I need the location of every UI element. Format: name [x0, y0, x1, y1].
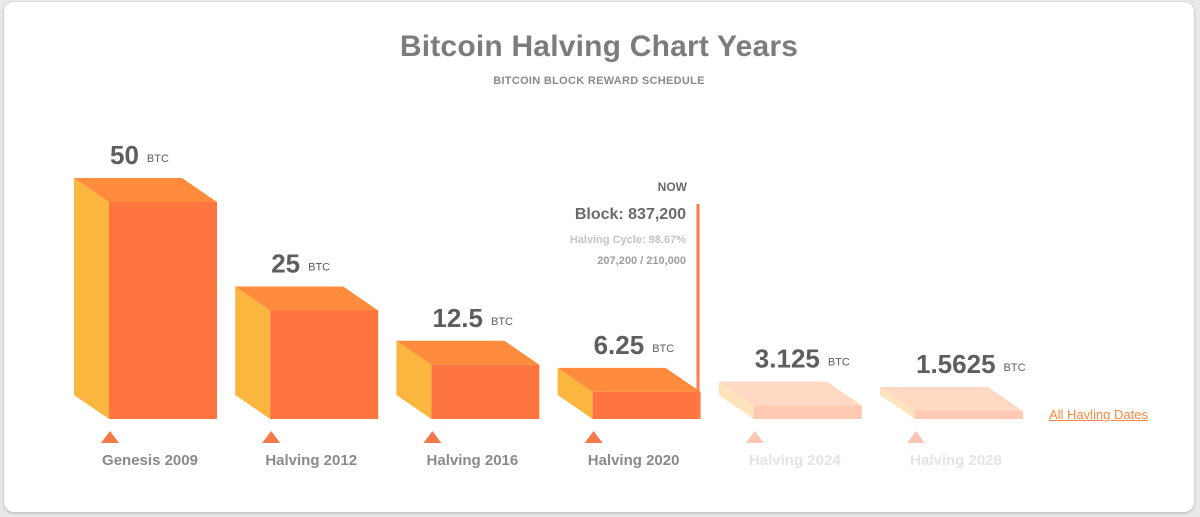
bar-value-label: 1.5625 — [916, 349, 996, 379]
category-label: Halving 2028 — [910, 452, 1002, 469]
bar-top — [880, 387, 1023, 411]
bar-value-label: 3.125 — [755, 343, 820, 373]
chart-title: Bitcoin Halving Chart Years — [399, 30, 799, 63]
category-label: Halving 2024 — [749, 452, 841, 469]
bar-side — [880, 387, 915, 419]
halving-marker-icon — [423, 431, 442, 443]
bar-side — [235, 286, 271, 419]
bar-unit-label: BTC — [828, 356, 850, 368]
halving-marker-icon — [584, 431, 603, 443]
bar-front — [915, 411, 1023, 419]
bar-front — [109, 202, 217, 419]
bar-side — [396, 340, 432, 419]
bar-front — [431, 364, 540, 419]
bar-side — [557, 367, 593, 419]
bar-value-label: 25 — [271, 249, 300, 279]
bar-unit-label: BTC — [1004, 362, 1026, 374]
bar-top — [235, 286, 379, 311]
bar-top — [74, 178, 217, 202]
bar-front — [753, 405, 862, 419]
bar-value-label: 50 — [110, 140, 139, 170]
bar-unit-label: BTC — [147, 153, 169, 165]
halving-marker-icon — [907, 431, 925, 443]
bar-side — [718, 381, 754, 419]
halving-cycle-percent: Halving Cycle: 98.67% — [570, 234, 686, 246]
bar-top — [396, 340, 540, 365]
bar-unit-label: BTC — [652, 343, 674, 355]
halving-marker-icon — [745, 431, 764, 443]
bar-top — [718, 381, 862, 406]
current-block-label: Block: 837,200 — [575, 206, 686, 223]
category-label: Halving 2012 — [265, 452, 357, 469]
bar-value-label: 6.25 — [594, 330, 645, 360]
halving-marker-icon — [262, 431, 281, 443]
halving-cycle-progress: 207,200 / 210,000 — [597, 255, 686, 267]
bar-front — [270, 310, 379, 419]
category-label: Halving 2020 — [588, 452, 680, 469]
bar-side — [74, 178, 109, 419]
now-label: NOW — [658, 180, 688, 194]
bar-front — [592, 391, 701, 419]
category-label: Halving 2016 — [427, 452, 519, 469]
chart-subtitle: BITCOIN BLOCK REWARD SCHEDULE — [493, 75, 705, 87]
bar-top — [557, 367, 701, 392]
halving-marker-icon — [101, 431, 119, 443]
bar-unit-label: BTC — [491, 316, 513, 328]
category-label: Genesis 2009 — [102, 452, 198, 469]
all-halving-dates-link[interactable]: All Havling Dates — [1049, 407, 1148, 422]
bar-unit-label: BTC — [308, 262, 330, 274]
bar-value-label: 12.5 — [432, 303, 483, 333]
